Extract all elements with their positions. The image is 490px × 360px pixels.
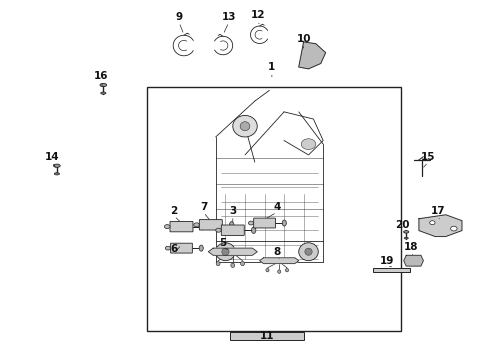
Ellipse shape (194, 223, 199, 227)
Polygon shape (404, 255, 423, 266)
Bar (373, 268, 410, 272)
Ellipse shape (222, 248, 229, 255)
Ellipse shape (231, 263, 235, 267)
Ellipse shape (430, 221, 435, 225)
Polygon shape (299, 42, 326, 69)
Text: 12: 12 (251, 10, 266, 21)
Ellipse shape (240, 122, 250, 131)
Text: 8: 8 (273, 247, 280, 257)
FancyBboxPatch shape (199, 220, 222, 230)
Ellipse shape (299, 243, 318, 261)
Ellipse shape (233, 116, 257, 137)
Ellipse shape (165, 225, 170, 229)
Polygon shape (208, 248, 257, 255)
Text: 4: 4 (273, 202, 280, 212)
Ellipse shape (451, 226, 457, 231)
Text: 9: 9 (175, 12, 183, 22)
Ellipse shape (200, 224, 204, 230)
Bar (147, 87, 401, 330)
Bar (230, 332, 304, 340)
FancyBboxPatch shape (171, 243, 193, 253)
Ellipse shape (248, 221, 254, 225)
Text: 7: 7 (200, 202, 207, 212)
Ellipse shape (251, 227, 256, 233)
Ellipse shape (229, 222, 234, 228)
Ellipse shape (404, 231, 409, 233)
Ellipse shape (266, 269, 269, 272)
Text: 19: 19 (380, 256, 394, 266)
FancyBboxPatch shape (170, 221, 193, 232)
Ellipse shape (100, 92, 106, 94)
Ellipse shape (404, 237, 408, 239)
Text: 1: 1 (268, 62, 275, 72)
Ellipse shape (305, 248, 312, 255)
Ellipse shape (54, 173, 59, 175)
Ellipse shape (241, 261, 245, 266)
Polygon shape (419, 215, 462, 237)
Ellipse shape (216, 243, 235, 261)
Text: 2: 2 (171, 206, 178, 216)
FancyBboxPatch shape (254, 218, 275, 228)
Text: 6: 6 (171, 243, 178, 253)
Ellipse shape (100, 84, 107, 87)
Text: 5: 5 (220, 238, 227, 248)
Text: 11: 11 (260, 331, 274, 341)
Ellipse shape (286, 269, 289, 272)
Ellipse shape (278, 270, 281, 273)
Text: 14: 14 (45, 152, 59, 162)
Text: 20: 20 (395, 220, 410, 230)
Text: 17: 17 (431, 206, 445, 216)
Text: 10: 10 (296, 34, 311, 44)
Ellipse shape (166, 246, 171, 250)
Ellipse shape (301, 139, 316, 149)
Text: 3: 3 (229, 206, 236, 216)
Ellipse shape (216, 261, 220, 266)
Ellipse shape (282, 220, 286, 226)
Text: 16: 16 (94, 71, 108, 81)
Text: 15: 15 (421, 152, 436, 162)
Text: 18: 18 (404, 242, 418, 252)
FancyBboxPatch shape (221, 225, 245, 235)
Ellipse shape (199, 245, 203, 251)
Ellipse shape (216, 228, 221, 232)
Text: 13: 13 (221, 12, 236, 22)
Ellipse shape (53, 164, 60, 167)
Polygon shape (260, 258, 299, 264)
